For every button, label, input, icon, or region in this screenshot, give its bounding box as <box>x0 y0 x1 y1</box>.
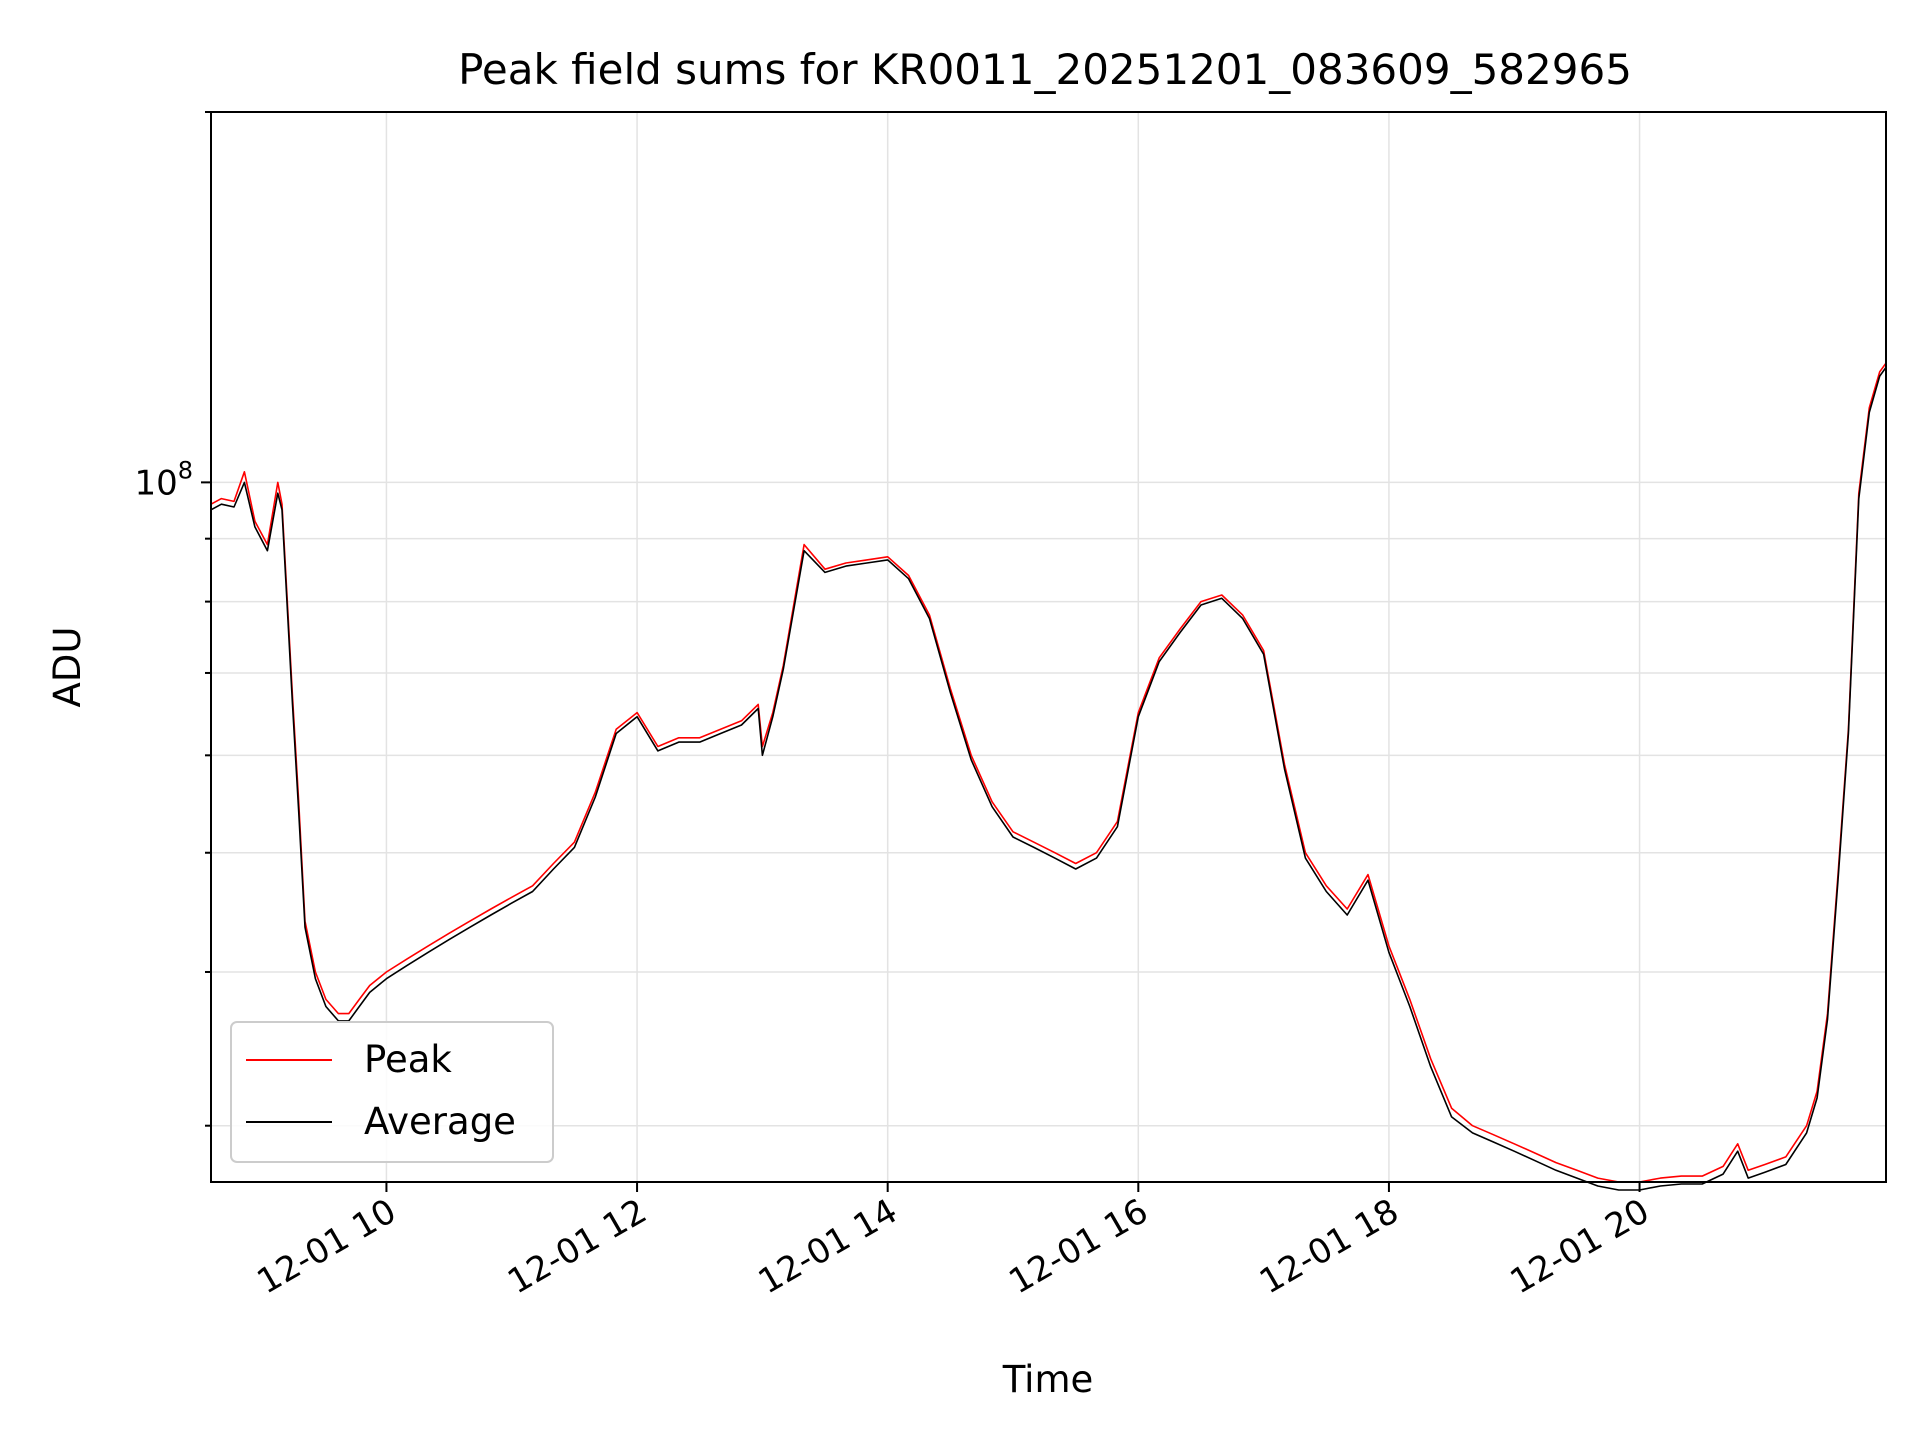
y-tick-label: 108 <box>134 456 193 503</box>
legend: Peak Average <box>230 1021 554 1163</box>
y-axis-label: ADU <box>46 627 89 708</box>
plot-frame <box>210 111 1887 1183</box>
legend-label-average: Average <box>364 1100 516 1143</box>
series-line-peak <box>210 362 1887 1183</box>
chart-title: Peak field sums for KR0011_20251201_0836… <box>458 45 1632 94</box>
series-layer <box>210 362 1887 1191</box>
x-axis-label: Time <box>1002 1358 1094 1401</box>
y-axis: 108 <box>134 111 211 1127</box>
legend-label-peak: Peak <box>364 1038 452 1081</box>
series-line-average <box>210 366 1887 1191</box>
legend-box <box>230 1021 554 1163</box>
